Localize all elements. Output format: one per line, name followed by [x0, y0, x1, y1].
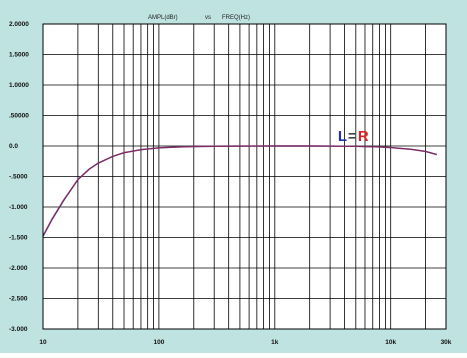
- y-tick-label: 2.0000: [9, 21, 29, 28]
- annotation-right-label: R: [358, 128, 369, 145]
- y-tick-label: -1.500: [9, 235, 28, 242]
- annotation-left-label: L: [338, 128, 347, 145]
- series-line-2: [42, 145, 438, 237]
- y-tick-label: 0.0: [9, 143, 18, 150]
- y-tick-labels: 2.0000 1.5000 1.0000 .50000 0.0 -.5000 -1.000 -…: [9, 21, 29, 333]
- x-tick-labels: 10 100 1k 10k 30k: [39, 339, 451, 346]
- y-tick-label: -2.500: [9, 296, 28, 303]
- chart-title-vs: vs: [205, 15, 211, 21]
- annotation-equals-sign: =: [348, 128, 357, 145]
- x-tick-label: 1k: [271, 339, 279, 346]
- x-tick-label: 10k: [385, 339, 396, 346]
- series-group: [42, 145, 438, 237]
- y-tick-label: -.5000: [9, 174, 28, 181]
- x-tick-label: 10: [39, 339, 47, 346]
- chart-title-left: AMPL(dBr): [148, 15, 178, 21]
- y-tick-label: 1.0000: [9, 82, 29, 89]
- y-tick-label: -2.000: [9, 265, 28, 272]
- x-tick-label: 30k: [441, 339, 452, 346]
- x-tick-label: 100: [153, 339, 164, 346]
- chart-title-right: FREQ(Hz): [222, 15, 250, 21]
- y-tick-label: -3.000: [9, 326, 28, 333]
- y-tick-label: -1.000: [9, 204, 28, 211]
- y-tick-label: 1.5000: [9, 52, 29, 59]
- plot-frame: [42, 23, 447, 330]
- l-equals-r-annotation: L = R: [338, 128, 369, 145]
- y-tick-label: .50000: [9, 113, 29, 120]
